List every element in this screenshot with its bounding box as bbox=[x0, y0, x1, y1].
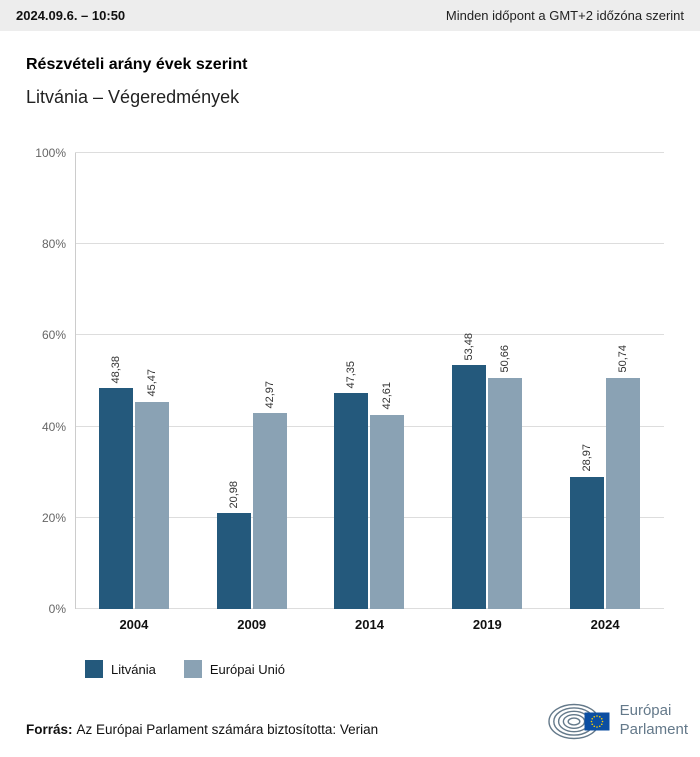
european-parliament-logo-icon bbox=[547, 703, 610, 740]
ep-logo-text: Európai Parlament bbox=[620, 702, 688, 740]
bar-series1-2014: 42,61 bbox=[370, 382, 405, 609]
source-label: Forrás: bbox=[26, 722, 73, 737]
y-tick-label: 60% bbox=[41, 328, 66, 343]
footer: Forrás: Az Európai Parlament számára bizt… bbox=[0, 697, 700, 745]
bar-value-label: 50,66 bbox=[499, 345, 512, 373]
legend: Litvánia Európai Unió bbox=[85, 660, 700, 678]
legend-item: Európai Unió bbox=[183, 660, 285, 678]
x-axis-label-2019: 2019 bbox=[472, 617, 502, 632]
bar-group-2009: 20,98 42,97 bbox=[193, 153, 311, 609]
bar-series1-2019: 50,66 bbox=[488, 345, 523, 609]
chart-subtitle: Litvánia – Végeredmények bbox=[26, 87, 240, 107]
gridline bbox=[75, 516, 664, 518]
y-tick-label: 40% bbox=[41, 419, 66, 434]
gridline bbox=[75, 334, 664, 336]
y-tick-label: 80% bbox=[41, 237, 66, 252]
bar-series1-2004: 45,47 bbox=[134, 369, 169, 609]
x-axis-label-2009: 2009 bbox=[237, 617, 267, 632]
x-axis-labels: 2004 2009 2014 2019 2024 bbox=[75, 617, 664, 632]
bar-value-label: 42,61 bbox=[381, 382, 394, 410]
y-tick-label: 20% bbox=[41, 510, 66, 525]
bar-value-label: 50,74 bbox=[617, 345, 630, 373]
x-axis-label-2004: 2004 bbox=[119, 617, 149, 632]
bar-value-label: 47,35 bbox=[345, 360, 358, 389]
legend-item: Litvánia bbox=[85, 660, 156, 678]
legend-swatch bbox=[183, 660, 202, 678]
legend-label: Litvánia bbox=[111, 661, 156, 677]
source-rest: Az Európai Parlament számára biztosított… bbox=[76, 722, 379, 737]
x-axis-label-2014: 2014 bbox=[355, 617, 384, 632]
ep-logo-text-line2: Parlament bbox=[619, 721, 688, 738]
legend-label: Európai Unió bbox=[209, 661, 285, 677]
y-tick-label: 100% bbox=[35, 146, 66, 160]
legend-swatch bbox=[85, 660, 103, 678]
bar-value-label: 45,47 bbox=[145, 369, 158, 397]
gridline bbox=[75, 152, 664, 153]
bar-value-label: 53,48 bbox=[463, 332, 476, 361]
bar-series0-2009: 20,98 bbox=[216, 481, 251, 609]
bar-group-2014: 47,35 42,61 bbox=[311, 153, 429, 609]
bar-value-label: 48,38 bbox=[109, 355, 122, 384]
chart-bars: 48,38 45,47 20,98 42,97 47,35 42,61 53,48 50,66… bbox=[75, 153, 664, 609]
bar-group-2004: 48,38 45,47 bbox=[75, 153, 193, 609]
y-tick-label: 0% bbox=[48, 602, 66, 616]
bar-value-label: 28,97 bbox=[581, 444, 594, 472]
ep-logo: Európai Parlament bbox=[547, 697, 688, 745]
bar-value-label: 42,97 bbox=[263, 380, 276, 409]
bar-series0-2004: 48,38 bbox=[98, 356, 133, 609]
header-timezone-note: Minden időpont a GMT+2 időzóna szerint bbox=[445, 8, 684, 23]
bar-series0-2019: 53,48 bbox=[452, 333, 487, 609]
bar-value-label: 20,98 bbox=[227, 480, 240, 509]
gridline bbox=[75, 425, 664, 427]
y-axis-line bbox=[75, 153, 76, 609]
eu-flag-icon bbox=[584, 712, 610, 731]
bar-series1-2009: 42,97 bbox=[252, 381, 287, 609]
gridline bbox=[75, 608, 664, 609]
bar-group-2024: 28,97 50,74 bbox=[546, 153, 664, 609]
header-bar: 2024.09.6. – 10:50 Minden időpont a GMT+… bbox=[0, 0, 700, 31]
bar-series0-2024: 28,97 bbox=[570, 444, 605, 609]
bar-series1-2024: 50,74 bbox=[606, 345, 641, 609]
gridline bbox=[75, 243, 664, 245]
bar-series0-2014: 47,35 bbox=[334, 361, 369, 609]
x-axis-label-2024: 2024 bbox=[590, 617, 620, 632]
chart: 0% 20% 40% 60% 80% 100% 48,38 45,47 20,98 42,97 4… bbox=[35, 146, 664, 616]
chart-title: Részvételi arány évek szerint bbox=[26, 56, 248, 73]
source-text: Forrás: Az Európai Parlament számára bizt… bbox=[26, 722, 378, 745]
ep-logo-text-line1: Európai bbox=[619, 702, 672, 720]
header-datetime: 2024.09.6. – 10:50 bbox=[16, 8, 126, 23]
bar-group-2019: 53,48 50,66 bbox=[428, 153, 546, 609]
